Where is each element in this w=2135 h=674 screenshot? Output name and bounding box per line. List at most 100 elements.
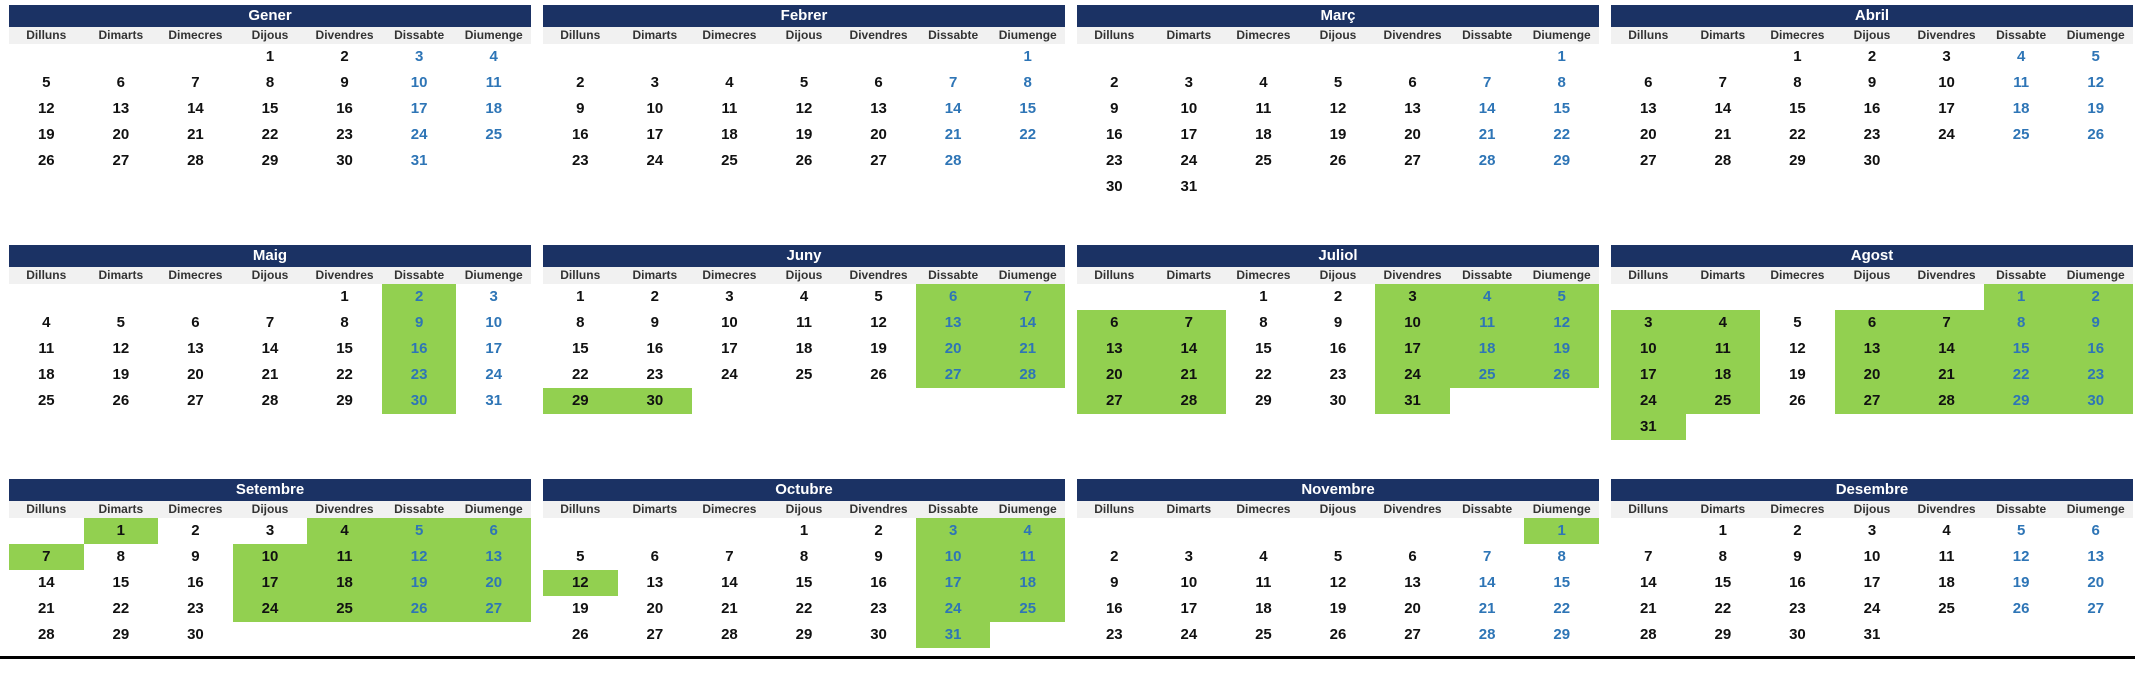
day-cell[interactable]: 9 xyxy=(2058,310,2133,336)
day-cell[interactable]: 13 xyxy=(1639,100,1657,117)
day-cell[interactable]: 18 xyxy=(485,100,503,117)
day-cell[interactable]: 13 xyxy=(187,340,204,357)
day-cell[interactable]: 12 xyxy=(1329,574,1347,591)
day-cell[interactable]: 29 xyxy=(543,388,618,414)
day-cell[interactable]: 23 xyxy=(1863,126,1881,143)
day-cell[interactable]: 23 xyxy=(1789,600,1806,617)
day-cell[interactable]: 10 xyxy=(410,74,428,91)
day-cell[interactable]: 26 xyxy=(571,626,589,643)
day-cell[interactable]: 25 xyxy=(795,366,813,383)
day-cell[interactable]: 1 xyxy=(1793,48,1802,65)
day-cell[interactable]: 10 xyxy=(485,314,503,331)
day-cell[interactable]: 28 xyxy=(1151,388,1227,414)
day-cell[interactable]: 26 xyxy=(1524,362,1599,388)
day-cell[interactable]: 13 xyxy=(915,310,991,336)
day-cell[interactable]: 20 xyxy=(1404,126,1421,143)
day-cell[interactable]: 23 xyxy=(571,152,589,169)
day-cell[interactable]: 4 xyxy=(1449,284,1525,310)
day-cell[interactable]: 11 xyxy=(721,100,738,117)
day-cell[interactable]: 24 xyxy=(1180,626,1198,643)
day-cell[interactable]: 30 xyxy=(187,626,204,643)
day-cell[interactable]: 13 xyxy=(870,100,887,117)
day-cell[interactable]: 19 xyxy=(37,126,55,143)
day-cell[interactable]: 27 xyxy=(112,152,130,169)
day-cell[interactable]: 27 xyxy=(1834,388,1910,414)
day-cell[interactable]: 2 xyxy=(1110,74,1119,91)
day-cell[interactable]: 10 xyxy=(646,100,664,117)
day-cell[interactable]: 21 xyxy=(1478,600,1496,617)
day-cell[interactable]: 7 xyxy=(948,74,958,91)
day-cell[interactable]: 26 xyxy=(2087,126,2105,143)
day-cell[interactable]: 7 xyxy=(1644,548,1653,565)
day-cell[interactable]: 28 xyxy=(1714,152,1732,169)
day-cell[interactable]: 12 xyxy=(1524,310,1599,336)
day-cell[interactable]: 18 xyxy=(721,126,738,143)
day-cell[interactable]: 18 xyxy=(1449,336,1525,362)
day-cell[interactable]: 10 xyxy=(1180,100,1198,117)
day-cell[interactable]: 1 xyxy=(576,288,585,305)
day-cell[interactable]: 16 xyxy=(187,574,204,591)
day-cell[interactable]: 25 xyxy=(1685,388,1761,414)
day-cell[interactable]: 22 xyxy=(1714,600,1732,617)
day-cell[interactable]: 27 xyxy=(1404,152,1421,169)
day-cell[interactable]: 8 xyxy=(116,548,126,565)
day-cell[interactable]: 20 xyxy=(1639,126,1657,143)
day-cell[interactable]: 10 xyxy=(915,544,991,570)
day-cell[interactable]: 2 xyxy=(2058,284,2133,310)
day-cell[interactable]: 8 xyxy=(1983,310,2059,336)
day-cell[interactable]: 24 xyxy=(1938,126,1955,143)
day-cell[interactable]: 8 xyxy=(1718,548,1728,565)
day-cell[interactable]: 18 xyxy=(307,570,382,596)
day-cell[interactable]: 1 xyxy=(265,48,275,65)
day-cell[interactable]: 5 xyxy=(874,288,883,305)
day-cell[interactable]: 11 xyxy=(990,544,1065,570)
day-cell[interactable]: 24 xyxy=(410,126,428,143)
day-cell[interactable]: 28 xyxy=(1478,152,1496,169)
day-cell[interactable]: 13 xyxy=(1077,336,1152,362)
day-cell[interactable]: 13 xyxy=(112,100,130,117)
day-cell[interactable]: 16 xyxy=(1105,126,1123,143)
day-cell[interactable]: 25 xyxy=(1938,600,1955,617)
day-cell[interactable]: 3 xyxy=(414,48,424,65)
day-cell[interactable]: 8 xyxy=(799,548,809,565)
day-cell[interactable]: 25 xyxy=(1449,362,1525,388)
day-cell[interactable]: 25 xyxy=(485,126,503,143)
day-cell[interactable]: 15 xyxy=(795,574,813,591)
day-cell[interactable]: 8 xyxy=(1023,74,1032,91)
day-cell[interactable]: 8 xyxy=(265,74,275,91)
day-cell[interactable]: 18 xyxy=(1938,574,1955,591)
day-cell[interactable]: 30 xyxy=(1789,626,1806,643)
day-cell[interactable]: 10 xyxy=(1180,574,1198,591)
day-cell[interactable]: 14 xyxy=(1151,336,1227,362)
day-cell[interactable]: 1 xyxy=(83,518,159,544)
day-cell[interactable]: 14 xyxy=(721,574,738,591)
day-cell[interactable]: 31 xyxy=(410,152,428,169)
day-cell[interactable]: 20 xyxy=(2087,574,2105,591)
day-cell[interactable]: 2 xyxy=(1867,48,1877,65)
day-cell[interactable]: 20 xyxy=(112,126,130,143)
day-cell[interactable]: 7 xyxy=(1482,548,1492,565)
day-cell[interactable]: 29 xyxy=(336,392,353,409)
day-cell[interactable]: 30 xyxy=(336,152,353,169)
day-cell[interactable]: 26 xyxy=(1329,626,1347,643)
day-cell[interactable]: 17 xyxy=(485,340,503,357)
day-cell[interactable]: 23 xyxy=(336,126,353,143)
day-cell[interactable]: 23 xyxy=(870,600,887,617)
day-cell[interactable]: 29 xyxy=(261,152,279,169)
day-cell[interactable]: 14 xyxy=(944,100,962,117)
day-cell[interactable]: 9 xyxy=(576,100,585,117)
day-cell[interactable]: 15 xyxy=(1553,100,1571,117)
day-cell[interactable]: 4 xyxy=(1259,548,1268,565)
day-cell[interactable]: 29 xyxy=(1553,152,1571,169)
day-cell[interactable]: 26 xyxy=(870,366,887,383)
day-cell[interactable]: 28 xyxy=(1639,626,1657,643)
day-cell[interactable]: 9 xyxy=(340,74,349,91)
day-cell[interactable]: 20 xyxy=(646,600,664,617)
day-cell[interactable]: 11 xyxy=(1255,100,1272,117)
day-cell[interactable]: 5 xyxy=(576,548,585,565)
day-cell[interactable]: 4 xyxy=(489,48,498,65)
day-cell[interactable]: 15 xyxy=(1789,100,1806,117)
day-cell[interactable]: 21 xyxy=(187,126,204,143)
day-cell[interactable]: 21 xyxy=(37,600,55,617)
day-cell[interactable]: 17 xyxy=(410,100,428,117)
